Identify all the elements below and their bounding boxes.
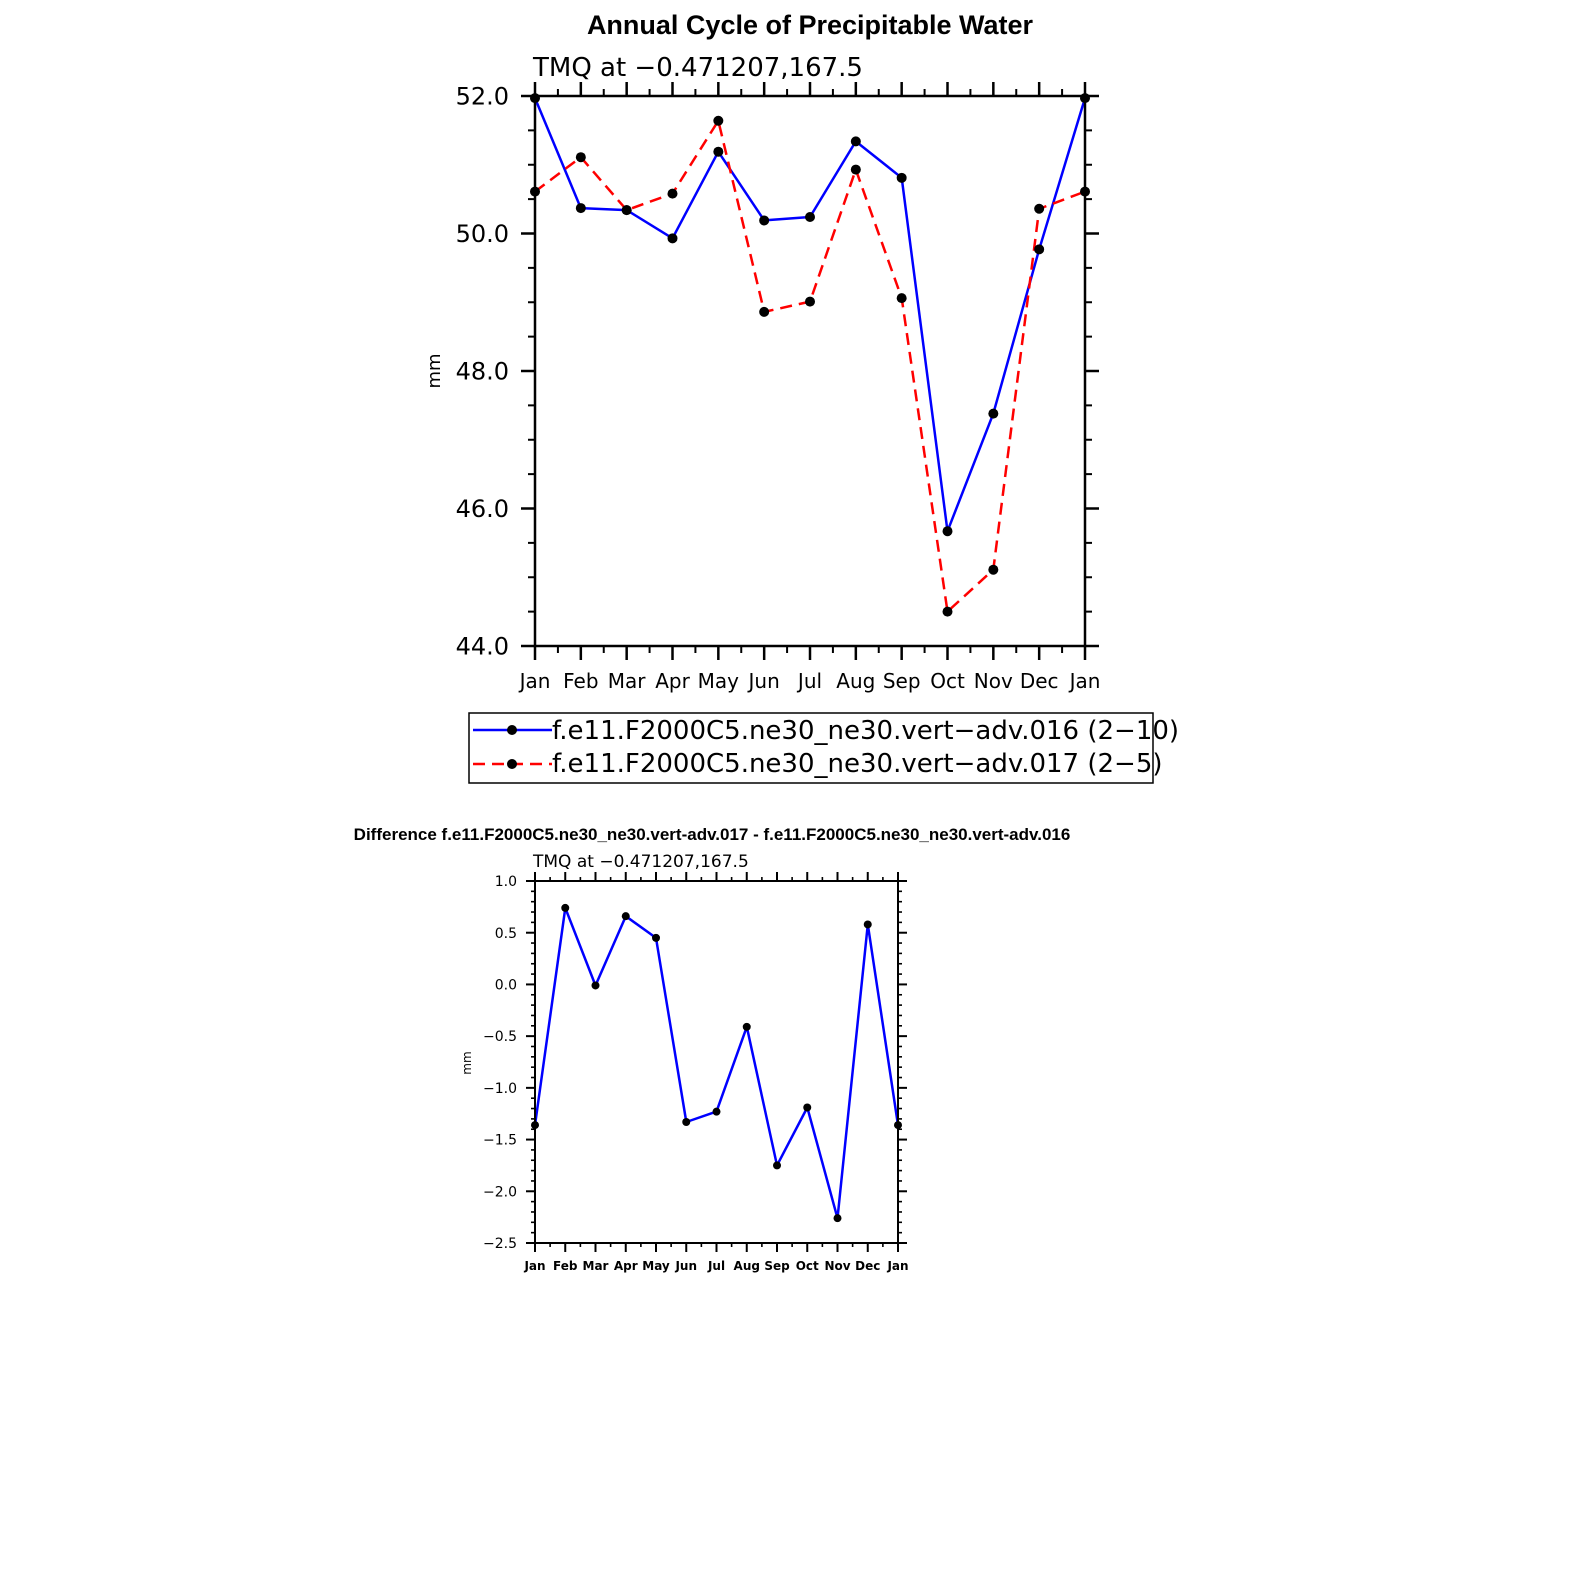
x-tick-label: Jan — [523, 1259, 545, 1273]
series-0-point — [742, 1022, 751, 1031]
series-0-point — [575, 203, 586, 214]
series-0-point — [803, 1103, 812, 1112]
series-line-0 — [533, 97, 1087, 533]
legend-marker-016 — [507, 725, 517, 735]
series-1-point — [667, 188, 678, 199]
series-1-point — [1034, 203, 1045, 214]
x-tick-label: Jan — [1068, 669, 1101, 693]
series-0-point — [713, 146, 724, 157]
y-tick-label: 46.0 — [456, 495, 509, 523]
y-tick-label: −1.0 — [483, 1081, 517, 1097]
x-tick-label: Sep — [764, 1259, 790, 1273]
y-tick-label: 44.0 — [456, 633, 509, 661]
chart-subtitle: TMQ at −0.471207,167.5 — [532, 53, 863, 83]
series-0-point — [652, 933, 660, 942]
y-tick-label: 52.0 — [456, 83, 509, 111]
series-0-point — [591, 981, 600, 990]
series-1-point — [713, 115, 724, 126]
chart-subtitle: TMQ at −0.471207,167.5 — [532, 852, 749, 872]
legend-box — [468, 712, 1154, 784]
x-tick-label: Apr — [614, 1259, 638, 1273]
series-0-point — [805, 212, 815, 222]
plot-frame — [534, 880, 899, 1244]
series-0-point — [667, 233, 678, 244]
tick-labels: Jan Feb Mar Apr May Jun Jul Aug Sep Oct Nov Dec Jan 4… — [456, 83, 1101, 693]
y-axis-label: mm — [424, 353, 445, 388]
series-1-point — [896, 293, 907, 304]
series-1-point — [850, 164, 861, 175]
x-tick-label: Nov — [974, 669, 1013, 693]
series-0-point — [896, 172, 907, 183]
y-tick-label: 1.0 — [495, 874, 517, 890]
series-0-point — [850, 136, 861, 147]
x-tick-label: Dec — [1020, 669, 1059, 693]
series-1-point — [621, 205, 632, 216]
x-tick-label: Apr — [655, 669, 690, 693]
x-tick-label: May — [642, 1259, 670, 1273]
y-tick-label: −0.5 — [483, 1029, 517, 1045]
chart-difference: Difference f.e11.F2000C5.ne30_ne30.vert-… — [354, 825, 1071, 1273]
x-tick-label: Jul — [707, 1259, 725, 1273]
y-tick-label: −2.0 — [483, 1184, 517, 1200]
x-tick-label: Jan — [518, 669, 551, 693]
series-0-point — [863, 920, 872, 929]
x-tick-label: Jul — [796, 669, 822, 693]
series-1-point — [759, 306, 770, 317]
chart-title: Annual Cycle of Precipitable Water — [587, 10, 1034, 40]
y-axis-label: mm — [460, 1051, 474, 1074]
legend-entry-016: f.e11.F2000C5.ne30_ne30.vert−adv.016 (2−… — [473, 716, 1179, 746]
x-tick-label: Mar — [608, 669, 647, 693]
y-tick-label: −2.5 — [483, 1236, 517, 1252]
legend-label-017: f.e11.F2000C5.ne30_ne30.vert−adv.017 (2−… — [552, 749, 1163, 779]
axis-ticks — [526, 872, 907, 1252]
plot-frame — [533, 94, 1087, 648]
x-tick-label: Oct — [930, 669, 965, 693]
chart-annual-cycle: Annual Cycle of Precipitable Water TMQ a… — [424, 10, 1179, 784]
x-tick-label: Jun — [747, 669, 780, 693]
y-tick-label: 0.0 — [495, 977, 517, 993]
x-tick-label: Feb — [553, 1259, 578, 1273]
x-tick-label: May — [698, 669, 740, 693]
series-1-point — [988, 564, 999, 575]
series-1-point — [575, 152, 586, 163]
series-0-point — [988, 408, 999, 419]
legend-entry-017: f.e11.F2000C5.ne30_ne30.vert−adv.017 (2−… — [473, 749, 1163, 779]
plot-series — [530, 93, 1090, 617]
y-tick-label: 0.5 — [495, 926, 517, 942]
chart-title: Difference f.e11.F2000C5.ne30_ne30.vert-… — [354, 825, 1071, 844]
legend: f.e11.F2000C5.ne30_ne30.vert−adv.016 (2−… — [468, 712, 1179, 784]
series-0-point — [1034, 244, 1045, 255]
x-tick-label: Jan — [886, 1259, 908, 1273]
legend-marker-017 — [507, 759, 517, 769]
x-tick-label: Feb — [563, 669, 598, 693]
series-1-point — [942, 606, 953, 617]
tick-labels: Jan Feb Mar Apr May Jun Jul Aug Sep Oct Nov Dec Jan−… — [483, 874, 909, 1273]
axis-ticks — [521, 82, 1099, 660]
series-1-point — [805, 296, 815, 307]
x-tick-label: Aug — [836, 669, 875, 693]
series-0-point — [682, 1117, 691, 1126]
x-tick-label: Aug — [734, 1259, 760, 1273]
y-tick-label: 50.0 — [456, 220, 509, 248]
series-0-point — [712, 1107, 721, 1116]
series-0-point — [942, 526, 953, 537]
x-tick-label: Jun — [674, 1259, 697, 1273]
legend-label-016: f.e11.F2000C5.ne30_ne30.vert−adv.016 (2−… — [552, 716, 1179, 746]
series-0-point — [759, 215, 770, 226]
x-tick-label: Oct — [796, 1259, 819, 1273]
x-tick-label: Sep — [883, 669, 921, 693]
x-tick-label: Nov — [824, 1259, 850, 1273]
x-tick-label: Mar — [583, 1259, 609, 1273]
y-tick-label: −1.5 — [483, 1133, 517, 1149]
series-0-point — [773, 1161, 781, 1170]
series-line-1 — [534, 119, 1086, 613]
series-line-0 — [533, 906, 900, 1220]
plot-series — [531, 903, 902, 1223]
y-tick-label: 48.0 — [456, 358, 509, 386]
x-tick-label: Dec — [855, 1259, 880, 1273]
series-0-point — [561, 903, 570, 912]
series-0-point — [621, 912, 630, 921]
series-0-point — [833, 1214, 842, 1223]
